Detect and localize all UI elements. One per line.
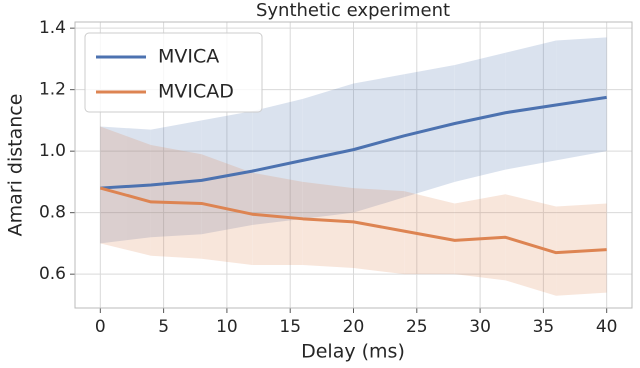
x-tick-label: 30 [469,317,491,337]
band-segment [404,191,455,275]
band-segment [302,83,354,219]
band-segment [100,126,151,244]
legend-label: MVICAD [158,81,234,103]
band-segment [252,172,303,265]
series-line [99,186,607,255]
band-segment [201,111,253,235]
y-tick-label: 1.0 [39,141,66,161]
band-segment [353,188,405,275]
confidence-band [100,126,607,296]
x-tick-label: 10 [216,317,238,337]
y-tick-label: 1.4 [39,18,66,38]
y-tick-label: 0.6 [39,264,66,284]
plot-frame [74,21,633,309]
band-segment [100,126,151,256]
x-tick-label: 20 [343,317,365,337]
band-segment [252,98,303,225]
y-axis-label: Amari distance [5,94,27,237]
x-axis-label: Delay (ms) [301,341,405,363]
y-tick-label: 1.2 [39,80,66,100]
x-tick-label: 25 [406,317,428,337]
legend-label: MVICA [158,46,219,68]
y-tick-label: 0.8 [39,203,66,223]
x-tick-label: 15 [279,317,301,337]
chart-title: Synthetic experiment [256,0,450,21]
band-segment [150,120,202,238]
series-line [100,95,607,190]
band-segment [556,37,607,161]
band-segment [454,194,506,281]
x-tick-label: 0 [95,317,106,337]
band-segment [556,203,607,296]
band-segment [302,181,354,269]
x-tick-label: 35 [533,317,555,337]
band-segment [505,40,557,170]
x-tick-label: 40 [596,317,618,337]
x-tick-label: 5 [158,317,169,337]
